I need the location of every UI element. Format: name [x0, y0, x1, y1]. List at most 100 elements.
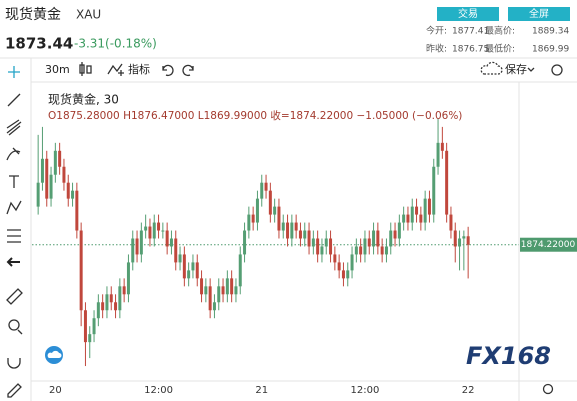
candle-body: [225, 278, 229, 295]
candle-body: [208, 286, 212, 311]
fib-tool[interactable]: [6, 119, 22, 136]
x-tick-label: 20: [49, 385, 62, 396]
zoom-tool[interactable]: [17, 329, 23, 335]
candle-body: [187, 270, 191, 279]
candle-type-icon[interactable]: [79, 62, 92, 76]
candle-body: [221, 286, 225, 295]
candle-body: [212, 302, 216, 311]
brush-tool[interactable]: [6, 147, 21, 161]
save-button[interactable]: 保存: [505, 62, 527, 76]
pattern-tool[interactable]: [6, 200, 22, 215]
candle-body: [462, 236, 466, 239]
fullscreen-button[interactable]: [508, 7, 570, 21]
trade-button[interactable]: [437, 7, 499, 21]
candle-body: [58, 150, 62, 167]
ruler-tool[interactable]: [6, 288, 23, 305]
candle-body: [122, 286, 126, 295]
text-tool[interactable]: [9, 175, 19, 188]
candle-body: [114, 302, 118, 311]
redo-icon[interactable]: [182, 64, 194, 77]
indicator-button[interactable]: 指标: [128, 62, 150, 76]
magnet-tool[interactable]: [7, 358, 21, 369]
candle-body: [105, 294, 109, 311]
x-tick-label: 21: [255, 385, 268, 396]
candle-body: [277, 206, 281, 231]
stat-label: 最高价:: [485, 25, 515, 37]
candle-body: [303, 230, 307, 239]
candle-body: [40, 158, 44, 183]
zoom-tool[interactable]: [8, 319, 20, 331]
settings-icon[interactable]: [551, 64, 563, 76]
candle-body: [354, 246, 358, 255]
stat-value: 1889.34: [532, 27, 569, 37]
stat-value: 1869.99: [532, 45, 569, 55]
candle-body: [380, 246, 384, 255]
trend-line-tool[interactable]: [7, 93, 21, 107]
candle-body: [49, 174, 53, 199]
candle-body: [372, 230, 376, 247]
candle-body: [83, 310, 87, 343]
candle-body: [445, 150, 449, 215]
indicator-icon[interactable]: [107, 63, 124, 76]
measure-tool[interactable]: [7, 229, 21, 243]
candle-body: [453, 230, 457, 247]
candle-body: [200, 278, 204, 295]
candle-body: [135, 238, 139, 255]
candle-body: [419, 214, 423, 223]
candle-body: [178, 254, 182, 263]
candle-body: [324, 238, 328, 247]
candle-body: [341, 270, 345, 279]
candle-body: [247, 214, 251, 231]
cloud-icon[interactable]: [480, 61, 503, 75]
candle-body: [144, 226, 148, 231]
candle-body: [427, 198, 431, 215]
candle-body: [126, 262, 130, 295]
candle-body: [118, 286, 122, 311]
watermark: FX168: [466, 342, 551, 370]
candle-body: [440, 142, 444, 151]
candle-body: [139, 230, 143, 255]
crosshair-tool[interactable]: [8, 66, 20, 78]
candle-body: [363, 238, 367, 255]
candle-body: [449, 214, 453, 231]
candle-body: [53, 150, 57, 175]
candle-body: [376, 230, 380, 247]
candle-body: [466, 236, 470, 245]
candle-body: [298, 230, 302, 239]
candle-body: [268, 190, 272, 215]
candle-body: [410, 206, 414, 223]
back-tool[interactable]: [6, 257, 20, 267]
interval-button[interactable]: 30m: [45, 63, 70, 76]
candle-body: [96, 302, 100, 319]
candle-body: [62, 166, 66, 183]
x-tick-label: 22: [462, 385, 475, 396]
candle-body: [148, 226, 152, 239]
fullscreen-button-label[interactable]: 全屏: [529, 7, 549, 20]
candle-body: [384, 246, 388, 255]
ohlc-legend: O1875.28000 H1876.47000 L1869.99000 收=18…: [48, 109, 462, 122]
candle-body: [264, 182, 268, 191]
candle-body: [234, 286, 238, 295]
candle-body: [286, 222, 290, 239]
candle-body: [290, 222, 294, 239]
candle-body: [88, 334, 92, 343]
save-dropdown[interactable]: [527, 67, 535, 72]
stat-label: 今开:: [426, 25, 447, 37]
undo-icon[interactable]: [162, 64, 174, 77]
axis-settings-icon[interactable]: [542, 383, 554, 395]
candle-body: [66, 182, 70, 199]
candle-body: [169, 238, 173, 247]
candle-body: [397, 222, 401, 239]
candle-body: [458, 238, 462, 247]
candle-body: [406, 214, 410, 223]
candle-body: [36, 182, 40, 207]
candle-body: [75, 190, 79, 231]
pencil-tool[interactable]: [7, 383, 22, 398]
candle-body: [350, 254, 354, 271]
candle-body: [45, 158, 49, 199]
candle-body: [329, 238, 333, 255]
candle-body: [157, 222, 161, 231]
trade-button-label[interactable]: 交易: [458, 7, 478, 20]
